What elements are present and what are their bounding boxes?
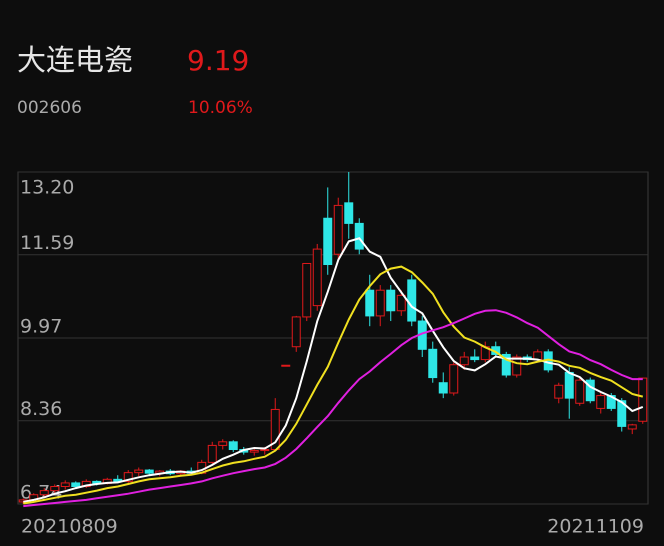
candle-body	[575, 379, 585, 404]
candle-body	[354, 222, 364, 250]
y-tick-label: 11.59	[20, 232, 74, 254]
candle-body	[60, 482, 70, 488]
candle-body	[365, 289, 375, 317]
candle-body	[375, 289, 385, 317]
candle-body	[554, 384, 564, 399]
candle-body	[617, 400, 627, 427]
candle-body	[39, 490, 49, 496]
candle-body	[512, 356, 522, 376]
stock-price: 9.19	[187, 44, 249, 77]
candle-body	[438, 382, 448, 394]
candle-body	[585, 379, 595, 402]
candle-body	[228, 441, 238, 451]
candle-body	[344, 202, 354, 224]
candle-body	[470, 356, 480, 361]
candle-body	[459, 356, 469, 366]
candle-body	[407, 279, 417, 322]
candle-body	[627, 424, 637, 430]
candle-body	[564, 371, 574, 399]
candle-body	[144, 469, 154, 474]
candle-body	[333, 204, 343, 255]
ma-line	[23, 265, 644, 505]
candle-body	[281, 364, 291, 367]
candle-body	[50, 486, 60, 492]
ma-line	[23, 309, 643, 508]
candle-body	[428, 348, 438, 379]
x-tick-label: 20211109	[547, 516, 644, 538]
candle-body	[134, 469, 144, 474]
y-tick-label: 9.97	[20, 316, 62, 338]
stock-code: 002606	[17, 98, 82, 118]
candle-body	[260, 449, 270, 452]
candle-body	[249, 450, 259, 453]
candle-body	[638, 377, 648, 422]
stock-name: 大连电瓷	[17, 43, 133, 77]
candle-body	[449, 364, 459, 394]
candle-body	[123, 472, 133, 482]
y-tick-label: 8.36	[20, 398, 62, 420]
candle-body	[207, 444, 217, 463]
y-tick-label: 13.20	[20, 177, 74, 199]
candle-body	[396, 294, 406, 312]
candle-body	[386, 289, 396, 312]
candle-body	[218, 441, 228, 446]
candle-body	[291, 316, 301, 348]
candle-body	[302, 262, 312, 318]
candle-body	[323, 217, 333, 266]
ma-line	[23, 237, 644, 503]
candle-body	[501, 353, 511, 376]
candle-body	[312, 248, 322, 307]
price-change: 10.06%	[188, 98, 253, 118]
candle-body	[71, 482, 81, 488]
candle-body	[596, 395, 606, 409]
x-tick-label: 20210809	[21, 516, 118, 538]
